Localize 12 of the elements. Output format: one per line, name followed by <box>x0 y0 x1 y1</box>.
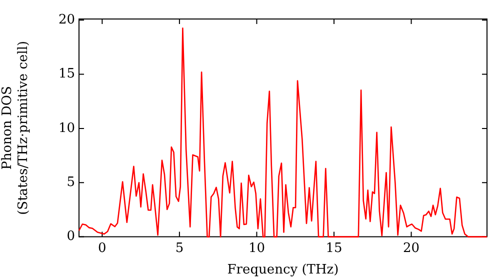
y-tick-label: 0 <box>66 229 75 244</box>
x-tick-label: 0 <box>98 240 106 256</box>
x-tick-label: 5 <box>175 240 184 256</box>
y-axis-title: Phonon DOS (States/THz·primitive cell) <box>0 40 31 215</box>
y-tick-label: 15 <box>58 66 75 82</box>
y-tick-label: 5 <box>66 174 75 190</box>
x-tick-label: 10 <box>248 240 265 256</box>
y-tick-label: 10 <box>58 120 75 136</box>
x-axis-title: Frequency (THz) <box>227 262 339 278</box>
x-tick-label: 15 <box>326 240 342 256</box>
y-tick-label: 20 <box>58 12 75 28</box>
x-tick-label: 20 <box>403 240 420 256</box>
